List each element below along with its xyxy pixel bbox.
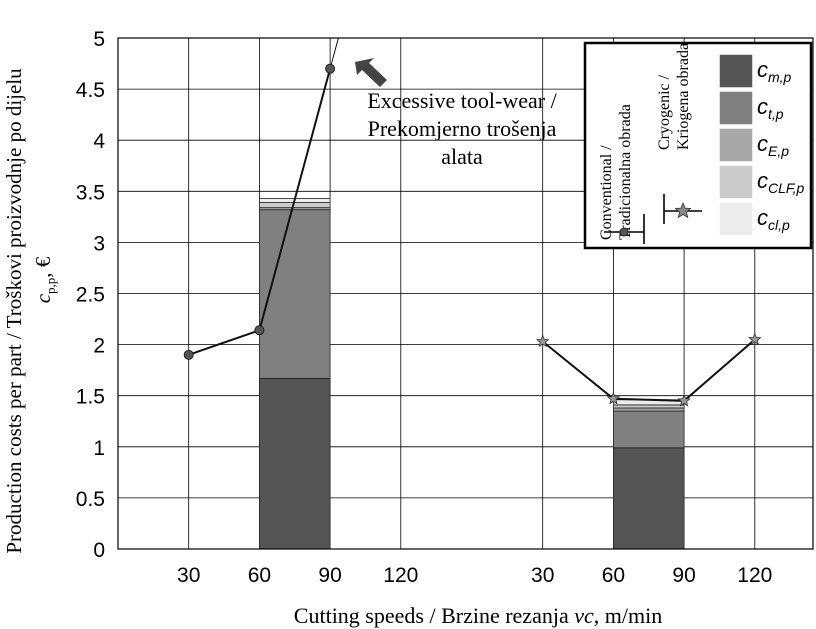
legend-swatch-e-p [719, 128, 753, 162]
series-marker-circle [325, 63, 336, 74]
legend-subscript: m,p [768, 69, 792, 85]
y-tick-label: 3.5 [76, 181, 105, 204]
x-tick-label: 90 [672, 564, 695, 587]
y-tick-label: 1.5 [76, 386, 105, 409]
bar-segment-t-p [613, 410, 685, 449]
annotation-line-1: Excessive tool-wear / [367, 88, 557, 113]
series-marker-circle [183, 349, 194, 360]
x-tick-label: 60 [602, 564, 625, 587]
legend: Conventional / Tradicionalna obrada Cryo… [583, 41, 813, 250]
y-tick-label: 3 [93, 232, 105, 255]
x-tick-label: 30 [177, 564, 200, 587]
annotation-line-2: Prekomjerno trošenja [368, 116, 557, 141]
y-axis-label-line-1: Production costs per part / Troškovi pro… [2, 68, 26, 554]
series-marker-star [535, 334, 550, 348]
legend-label-e-p: cE,p [757, 131, 789, 159]
x-tick-label: 120 [383, 564, 418, 587]
series-line-extension [329, 37, 339, 69]
legend-symbol: c [757, 57, 768, 82]
x-axis-label: Cutting speeds / Brzine rezanja vc, m/mi… [294, 603, 662, 628]
y-tick-label: 2.5 [76, 284, 105, 307]
series-marker-star [677, 393, 691, 407]
legend-symbol: c [757, 94, 768, 119]
series-marker-star [748, 332, 762, 346]
y-tick-label: 2 [93, 335, 105, 358]
bar-segment-m-p [258, 377, 331, 550]
series-lines [183, 37, 762, 407]
legend-subscript: E,p [768, 143, 789, 159]
arrow-up-left-icon [355, 58, 387, 87]
bar-segment-e-p [613, 407, 685, 412]
legend-subscript: t,p [768, 106, 784, 122]
legend-swatch-m-p [719, 54, 753, 88]
legend-subscript: CLF,p [768, 180, 805, 196]
series-marker-circle [254, 325, 265, 336]
legend-label-cryogenic-1: Cryogenic / [656, 74, 673, 150]
legend-symbol: c [757, 168, 768, 193]
bar-segment-clf-p [613, 404, 685, 409]
x-tick-label: 30 [531, 564, 554, 587]
y-axis-symbol: c [31, 293, 55, 303]
legend-label-clf-p: cCLF,p [757, 168, 805, 196]
legend-box [583, 41, 813, 250]
x-axis-label-suffix: , m/min [594, 603, 662, 628]
series-line-1 [542, 338, 756, 402]
stacked-bars [258, 198, 685, 550]
y-axis-unit: , € [31, 256, 55, 278]
y-tick-labels: 0 0.5 1 1.5 2 2.5 3 3.5 4 4.5 5 [76, 28, 106, 562]
x-axis-label-var: vc [574, 603, 594, 628]
legend-label-conventional-1: Conventional / [598, 145, 615, 240]
y-tick-label: 4.5 [76, 79, 105, 102]
y-axis-label-line-2: cp,p, € [31, 256, 58, 303]
legend-swatch-clf-p [719, 165, 753, 199]
x-tick-label: 90 [318, 564, 341, 587]
legend-subscript: cl,p [768, 217, 790, 233]
legend-marker-star [674, 201, 692, 219]
annotation-line-3: alata [441, 144, 483, 169]
legend-symbol: c [757, 131, 768, 156]
bar-segment-m-p [613, 447, 685, 550]
x-tick-label: 60 [248, 564, 271, 587]
series-marker-star [606, 391, 621, 405]
y-tick-label: 4 [93, 130, 105, 153]
y-tick-label: 0 [93, 539, 105, 562]
legend-marker-circle [619, 227, 629, 237]
plot-frame [117, 37, 814, 550]
x-axis-label-prefix: Cutting speeds / Brzine rezanja [294, 603, 574, 628]
legend-label-m-p: cm,p [757, 57, 792, 85]
legend-swatch-cl-p [719, 202, 753, 236]
legend-label-cl-p: ccl,p [757, 205, 790, 233]
y-tick-label: 0.5 [76, 488, 105, 511]
annotation: Excessive tool-wear / Prekomjerno trošen… [355, 58, 558, 169]
y-tick-label: 1 [93, 437, 105, 460]
x-tick-labels: 30 60 90 120 30 60 90 120 [177, 564, 772, 587]
y-axis-subscript: p,p [43, 278, 58, 294]
legend-swatch-t-p [719, 91, 753, 125]
legend-label-t-p: ct,p [757, 94, 784, 122]
legend-symbol: c [757, 205, 768, 230]
x-tick-label: 120 [737, 564, 772, 587]
legend-label-cryogenic-2: Kriogena obrada [675, 43, 692, 150]
legend-label-conventional-2: Tradicionalna obrada [617, 104, 634, 240]
y-tick-label: 5 [93, 28, 105, 51]
